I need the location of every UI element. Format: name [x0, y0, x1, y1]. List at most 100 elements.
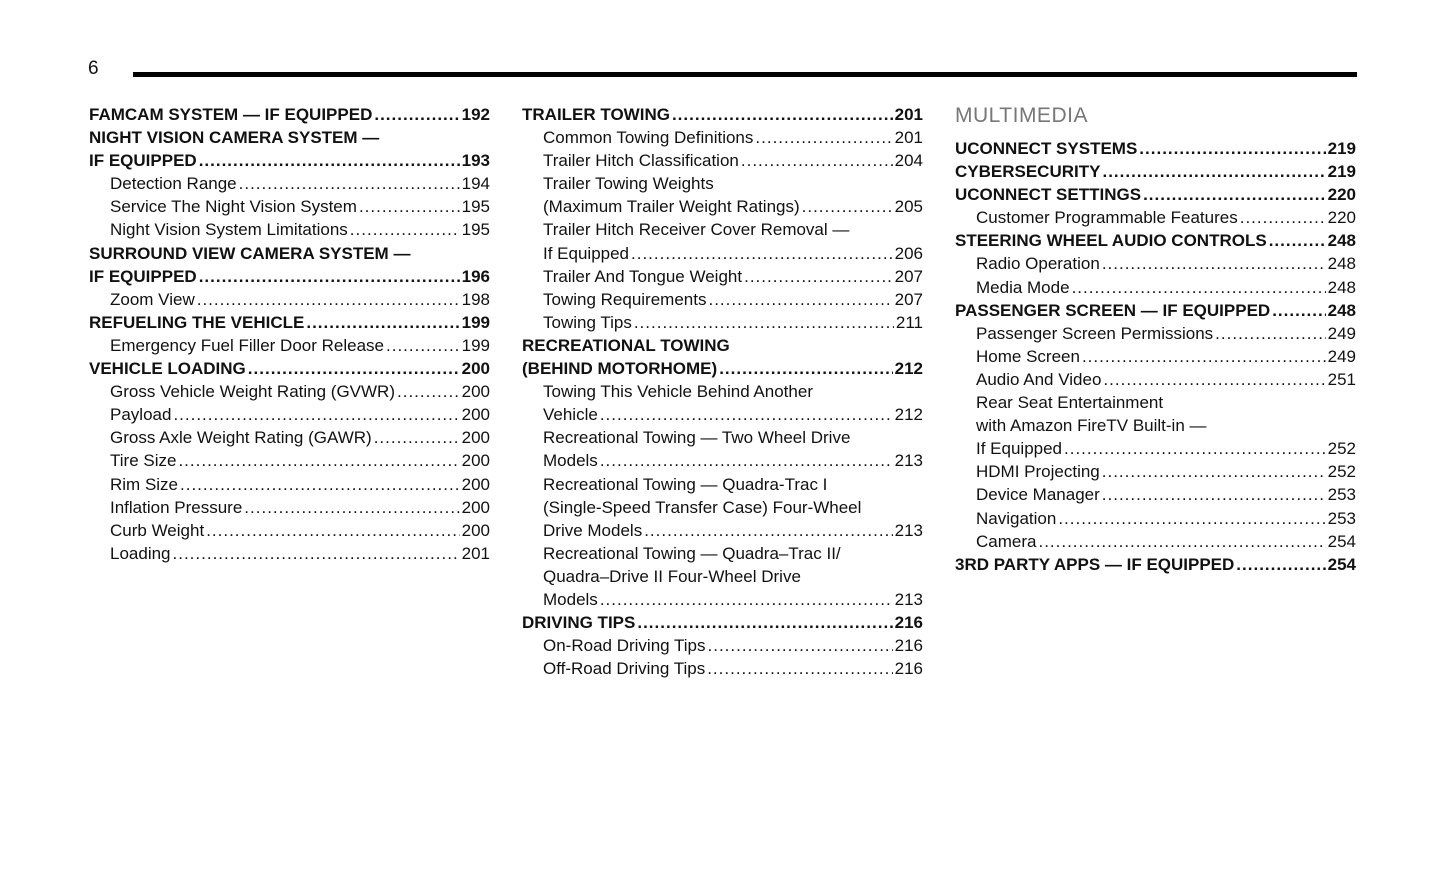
toc-entry[interactable]: Off-Road Driving Tips 216: [522, 657, 923, 680]
toc-entry-title: Trailer Hitch Receiver Cover Removal —: [543, 220, 850, 240]
toc-page-number: 254: [1327, 554, 1356, 574]
toc-entry[interactable]: Navigation 253: [955, 507, 1356, 530]
toc-entry[interactable]: Radio Operation 248: [955, 252, 1356, 275]
toc-entry[interactable]: Home Screen 249: [955, 345, 1356, 368]
toc-entry[interactable]: Gross Axle Weight Rating (GAWR) 200: [89, 426, 490, 449]
toc-entry[interactable]: Trailer Hitch Classification 204: [522, 149, 923, 172]
dot-leader: [672, 103, 893, 126]
toc-entry[interactable]: Rear Seat Entertainment with Amazon FireT…: [955, 391, 1356, 460]
dot-leader: [1139, 137, 1325, 160]
toc-entry-title: (BEHIND MOTORHOME): [522, 359, 718, 379]
toc-column-1: FAMCAM SYSTEM — IF EQUIPPED 192 NIGHT VISI…: [89, 103, 490, 565]
toc-entry[interactable]: Loading 201: [89, 542, 490, 565]
toc-entry[interactable]: Recreational Towing — Quadra-Trac I (Sing…: [522, 473, 923, 542]
toc-entry[interactable]: Audio And Video 251: [955, 368, 1356, 391]
toc-entry[interactable]: Towing This Vehicle Behind Another Vehicl…: [522, 380, 923, 426]
toc-entry[interactable]: PASSENGER SCREEN — IF EQUIPPED 248: [955, 299, 1356, 322]
toc-entry[interactable]: Trailer Hitch Receiver Cover Removal — If…: [522, 218, 923, 264]
toc-entry[interactable]: Media Mode 248: [955, 276, 1356, 299]
toc-entry[interactable]: Recreational Towing — Quadra–Trac II/Qua…: [522, 542, 923, 611]
dot-leader: [644, 519, 892, 542]
toc-entry[interactable]: Curb Weight 200: [89, 519, 490, 542]
toc-entry[interactable]: Detection Range 194: [89, 172, 490, 195]
dot-leader: [374, 426, 460, 449]
toc-entry[interactable]: HDMI Projecting 252: [955, 460, 1356, 483]
dot-leader: [1240, 206, 1326, 229]
toc-entry[interactable]: Payload 200: [89, 403, 490, 426]
toc-entry[interactable]: Common Towing Definitions 201: [522, 126, 923, 149]
toc-entry-title: Detection Range: [110, 174, 237, 194]
toc-page-number: 253: [1327, 508, 1356, 528]
dot-leader: [1215, 322, 1325, 345]
toc-entry-title: Quadra–Drive II Four-Wheel Drive: [543, 566, 801, 586]
toc-entry[interactable]: Rim Size 200: [89, 473, 490, 496]
toc-entry[interactable]: CYBERSECURITY 219: [955, 160, 1356, 183]
toc-page-number: 200: [461, 520, 490, 540]
toc-page-number: 254: [1327, 531, 1356, 551]
dot-leader: [178, 449, 459, 472]
toc-page-number: 249: [1327, 346, 1356, 366]
toc-entry[interactable]: Trailer And Tongue Weight 207: [522, 265, 923, 288]
toc-entry[interactable]: SURROUND VIEW CAMERA SYSTEM — IF EQUIPPED…: [89, 242, 490, 288]
toc-entry[interactable]: STEERING WHEEL AUDIO CONTROLS 248: [955, 229, 1356, 252]
dot-leader: [1272, 299, 1325, 322]
dot-leader: [1102, 460, 1326, 483]
toc-entry[interactable]: Inflation Pressure 200: [89, 496, 490, 519]
toc-entry[interactable]: Tire Size 200: [89, 449, 490, 472]
toc-entry-title: IF EQUIPPED: [89, 266, 197, 286]
toc-entry[interactable]: REFUELING THE VEHICLE 199: [89, 311, 490, 334]
toc-entry[interactable]: Camera 254: [955, 530, 1356, 553]
toc-entry[interactable]: Passenger Screen Permissions 249: [955, 322, 1356, 345]
dot-leader: [755, 126, 892, 149]
toc-page-number: 207: [894, 289, 923, 309]
dot-leader: [600, 449, 893, 472]
toc-page-number: 213: [894, 520, 923, 540]
toc-entry[interactable]: FAMCAM SYSTEM — IF EQUIPPED 192: [89, 103, 490, 126]
toc-entry[interactable]: UCONNECT SETTINGS 220: [955, 183, 1356, 206]
toc-entry[interactable]: Service The Night Vision System 195: [89, 195, 490, 218]
toc-entry[interactable]: DRIVING TIPS 216: [522, 611, 923, 634]
dot-leader: [744, 265, 893, 288]
toc-page-number: 249: [1327, 323, 1356, 343]
toc-entry[interactable]: Trailer Towing Weights (Maximum Trailer W…: [522, 172, 923, 218]
toc-entry-title: Service The Night Vision System: [110, 197, 357, 217]
toc-entry[interactable]: Night Vision System Limitations 195: [89, 218, 490, 241]
dot-leader: [397, 380, 460, 403]
toc-page-number: 195: [461, 220, 490, 240]
dot-leader: [374, 103, 459, 126]
toc-entry[interactable]: Device Manager 253: [955, 483, 1356, 506]
toc-page-number: 195: [461, 197, 490, 217]
dot-leader: [206, 519, 459, 542]
toc-entry-title: (Maximum Trailer Weight Ratings): [543, 197, 800, 217]
toc-entry[interactable]: RECREATIONAL TOWING (BEHIND MOTORHOME) 212: [522, 334, 923, 380]
toc-entry[interactable]: NIGHT VISION CAMERA SYSTEM — IF EQUIPPED 1…: [89, 126, 490, 172]
toc-entry[interactable]: Zoom View 198: [89, 288, 490, 311]
toc-entry-title: Night Vision System Limitations: [110, 220, 348, 240]
toc-page-number: 200: [461, 382, 490, 402]
toc-page-number: 201: [894, 105, 923, 124]
toc-entry[interactable]: TRAILER TOWING 201: [522, 103, 923, 126]
dot-leader: [173, 403, 459, 426]
dot-leader: [1058, 507, 1325, 530]
toc-entry-title: Tire Size: [110, 451, 177, 471]
toc-entry[interactable]: Gross Vehicle Weight Rating (GVWR) 200: [89, 380, 490, 403]
dot-leader: [707, 657, 892, 680]
toc-entry[interactable]: VEHICLE LOADING 200: [89, 357, 490, 380]
toc-entry[interactable]: On-Road Driving Tips 216: [522, 634, 923, 657]
toc-entry[interactable]: Recreational Towing — Two Wheel Drive Mod…: [522, 426, 923, 472]
toc-entry[interactable]: Customer Programmable Features 220: [955, 206, 1356, 229]
dot-leader: [1064, 437, 1326, 460]
dot-leader: [1236, 553, 1325, 576]
dot-leader: [248, 357, 460, 380]
dot-leader: [199, 265, 460, 288]
toc-entry-title: with Amazon FireTV Built-in —: [976, 416, 1207, 436]
toc-entry[interactable]: Towing Tips 211: [522, 311, 923, 334]
toc-entry[interactable]: Emergency Fuel Filler Door Release 199: [89, 334, 490, 357]
toc-entry-title: Trailer Towing Weights: [543, 174, 714, 194]
toc-entry[interactable]: Towing Requirements 207: [522, 288, 923, 311]
toc-entry[interactable]: 3RD PARTY APPS — IF EQUIPPED 254: [955, 553, 1356, 576]
toc-page-number: 192: [461, 105, 490, 124]
toc-page-number: 201: [461, 543, 490, 563]
toc-entry[interactable]: UCONNECT SYSTEMS 219: [955, 137, 1356, 160]
